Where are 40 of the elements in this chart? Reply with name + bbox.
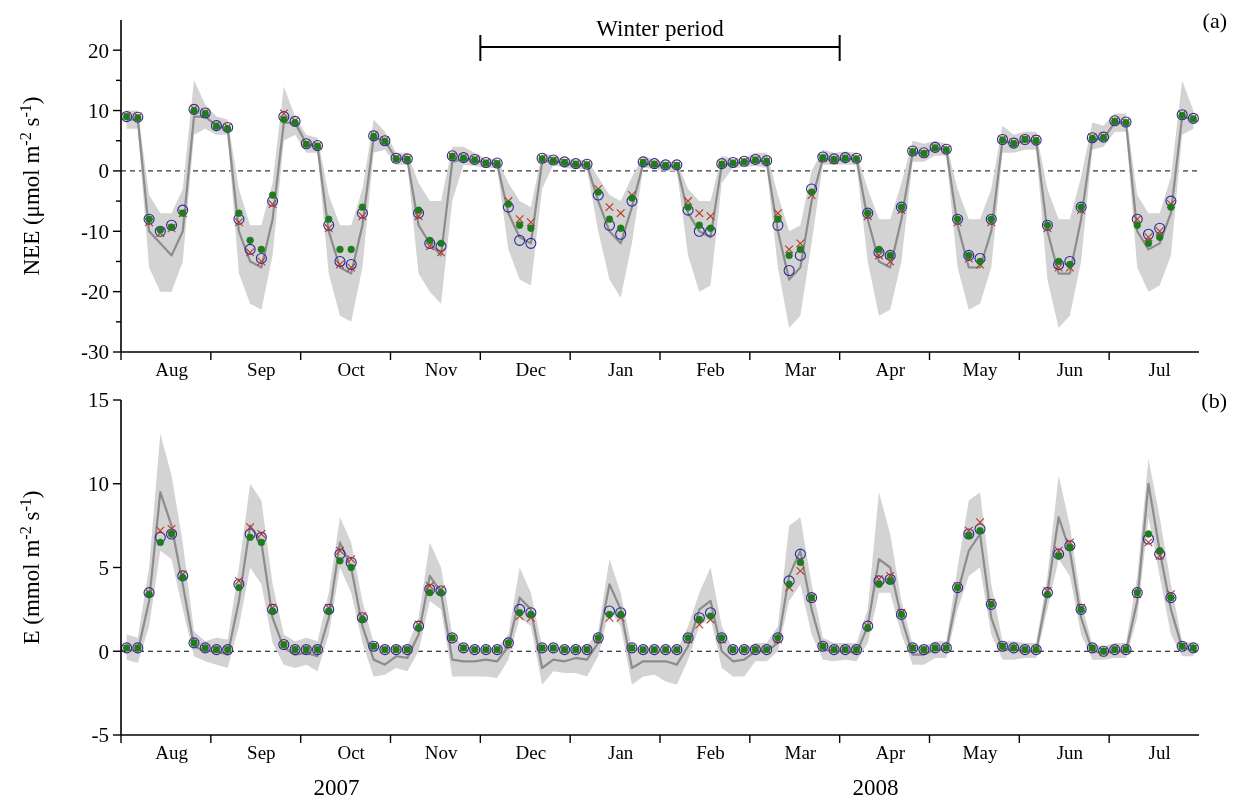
x-tick-label: Jun [1056,742,1084,763]
x-tick-label: Sep [247,359,276,380]
x-tick-label: Aug [155,742,189,763]
x-tick-label: Oct [337,359,366,380]
annotation: Winter period [596,16,725,41]
x-tick-label: Jul [1148,359,1171,380]
chart-title: (a) [1202,8,1227,33]
x-tick-label: Jan [608,359,634,380]
y-tick-label: 0 [98,159,109,184]
x-tick-label: Jul [1148,742,1171,763]
x-tick-label: Mar [784,742,817,763]
x-tick-label: Dec [515,359,547,380]
x-tick-label: Sep [247,742,276,763]
x-tick-label: Jun [1056,359,1084,380]
x-tick-label: May [962,359,998,380]
text: 2008 [852,775,899,800]
x-tick-label: Mar [784,359,817,380]
x-tick-label: Nov [424,359,458,380]
x-tick-label: Apr [875,359,906,380]
chart-title: (b) [1201,388,1227,413]
x-tick-label: Aug [155,359,189,380]
x-tick-label: Nov [424,742,458,763]
y-tick-label: 10 [88,98,109,123]
x-tick-label: May [962,742,998,763]
x-tick-label: Feb [696,359,725,380]
x-tick-label: Feb [696,742,725,763]
y-tick-label: -5 [91,723,109,748]
y-tick-label: -30 [81,340,109,365]
x-tick-label: Jan [608,742,634,763]
text: 2007 [313,775,360,800]
y-tick-label: 20 [88,38,109,63]
y-tick-label: -10 [81,219,109,244]
x-tick-label: Oct [337,742,366,763]
x-tick-label: Dec [515,742,547,763]
x-tick-label: Apr [875,742,906,763]
y-tick-label: -20 [81,279,109,304]
y-tick-label: 10 [88,472,109,497]
y-tick-label: 15 [88,388,109,413]
y-tick-label: 0 [98,639,109,664]
y-tick-label: 5 [98,555,109,580]
